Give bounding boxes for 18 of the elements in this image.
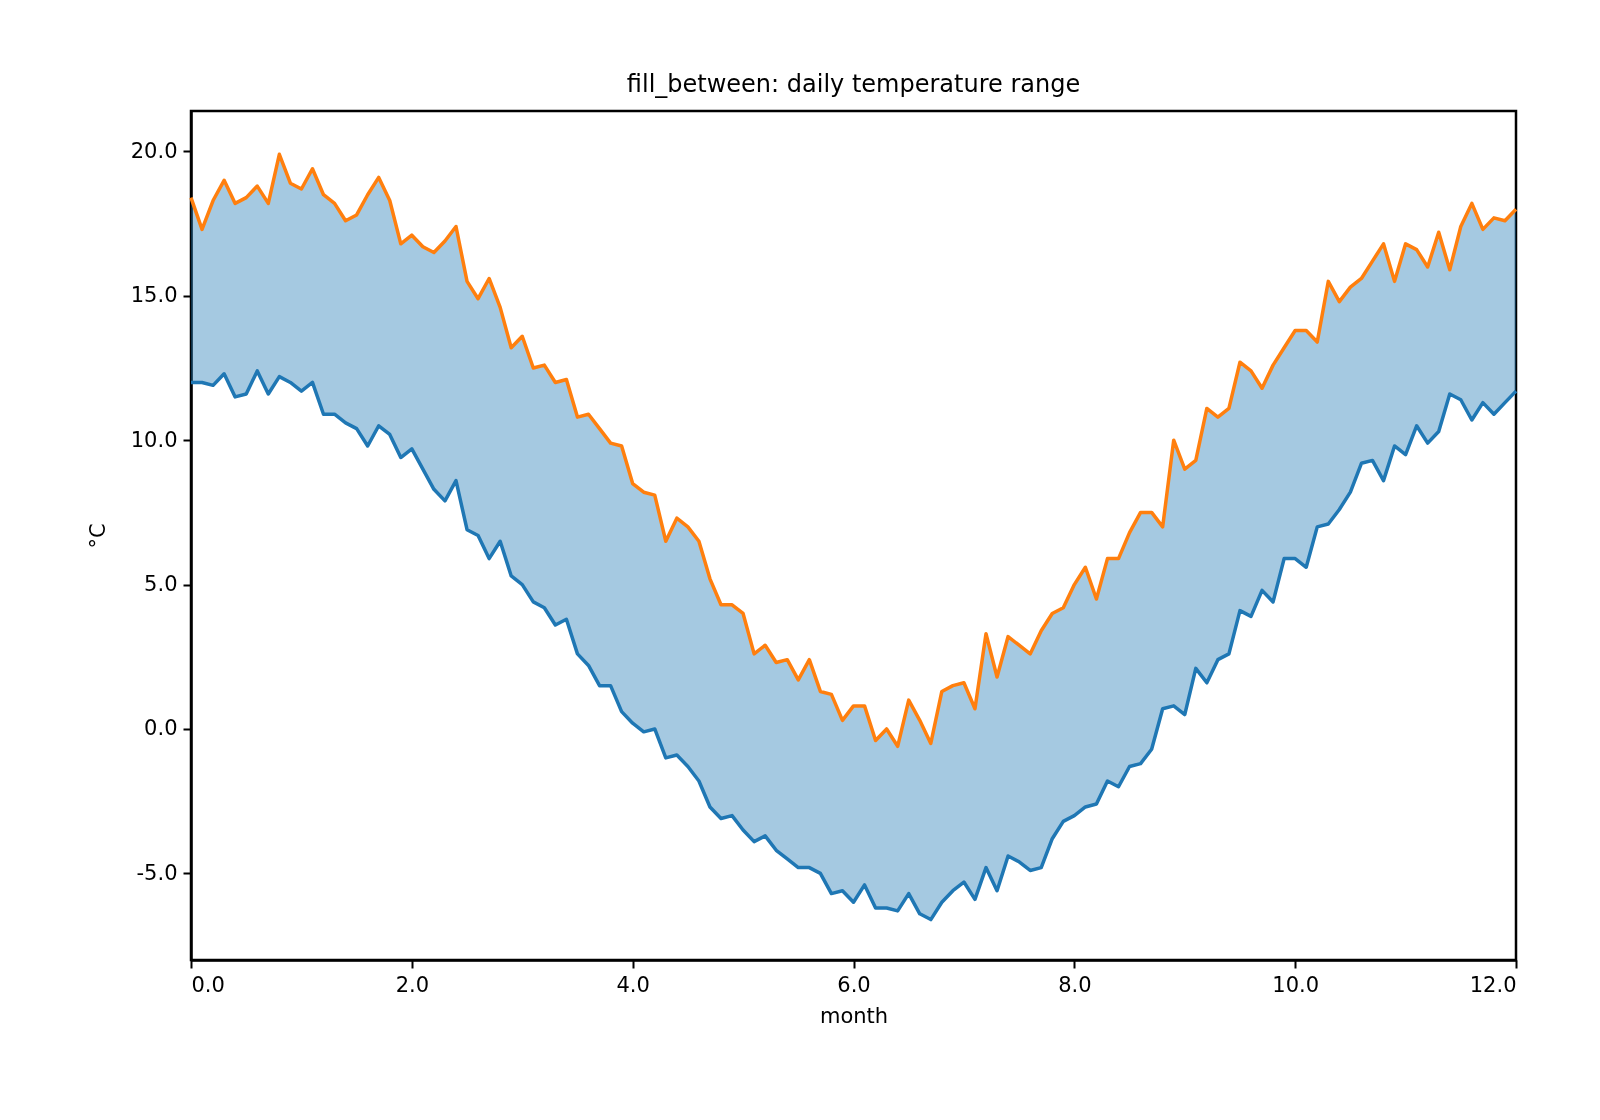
line-series: [189, 152, 1518, 749]
x-tick-label: 8.0: [1058, 972, 1092, 997]
x-tick-label: 0.0: [191, 972, 225, 997]
y-tick-label: 0.0: [144, 716, 178, 741]
chart-title: fill_between: daily temperature range: [626, 70, 1081, 98]
y-tick-label: 5.0: [144, 572, 178, 597]
x-tick-label: 10.0: [1272, 972, 1320, 997]
y-tick-label: 15.0: [130, 283, 178, 308]
y-tick-label: -5.0: [136, 860, 178, 885]
y-tick-label: 20.0: [130, 138, 178, 163]
x-tick-label: 4.0: [616, 972, 650, 997]
line-series: [189, 369, 1518, 922]
y-axis-title: °C: [85, 523, 110, 549]
x-axis-title: month: [819, 1003, 889, 1028]
x-tick-label: 12.0: [1469, 972, 1517, 997]
y-tick-label: 10.0: [130, 427, 178, 452]
x-tick-label: 2.0: [395, 972, 430, 997]
x-tick-label: 6.0: [837, 972, 871, 997]
